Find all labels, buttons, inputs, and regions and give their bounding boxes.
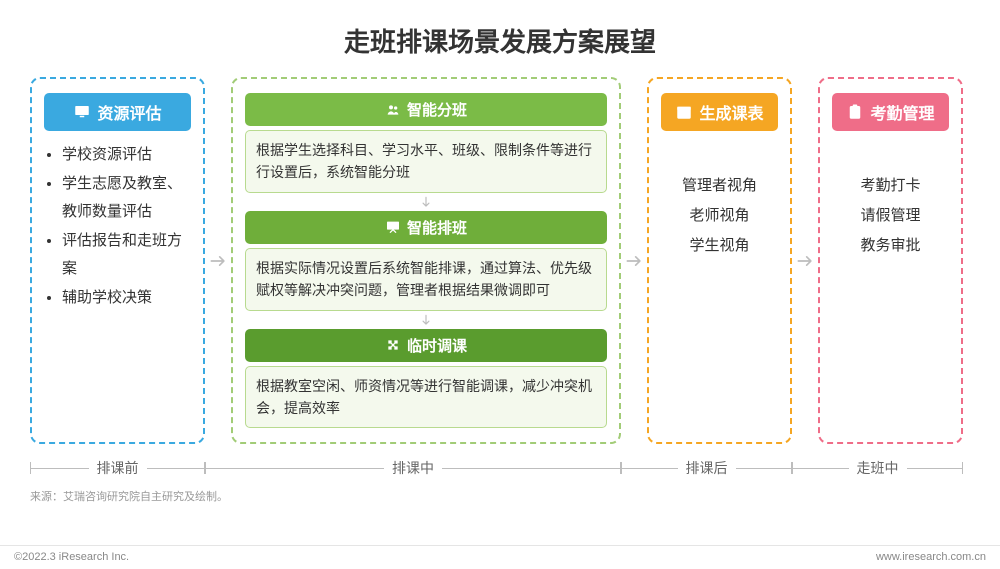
board-icon: [385, 219, 401, 235]
arrow-right-icon: [621, 77, 647, 444]
bullet-list: 学校资源评估学生志愿及教室、教师数量评估评估报告和走班方案辅助学校决策: [44, 141, 191, 312]
timeline-line: [793, 468, 849, 469]
timeline-line: [147, 468, 205, 469]
stage-header: 考勤管理: [832, 93, 949, 131]
line-list: 考勤打卡请假管理教务审批: [832, 171, 949, 261]
sub-block: 智能排班根据实际情况设置后系统智能排课，通过算法、优先级赋权等解决冲突问题，管理…: [245, 211, 607, 311]
sub-body: 根据学生选择科目、学习水平、班级、限制条件等进行行设置后，系统智能分班: [245, 130, 607, 193]
line-list: 管理者视角老师视角学生视角: [661, 171, 778, 261]
stage-c4: 考勤管理考勤打卡请假管理教务审批: [818, 77, 963, 444]
stage-c1: 资源评估学校资源评估学生志愿及教室、教师数量评估评估报告和走班方案辅助学校决策: [30, 77, 205, 444]
stage-c3: 生成课表管理者视角老师视角学生视角: [647, 77, 792, 444]
line-item: 请假管理: [832, 201, 949, 231]
stage-header: 资源评估: [44, 93, 191, 131]
puzzle-icon: [385, 337, 401, 353]
flow-row: 资源评估学校资源评估学生志愿及教室、教师数量评估评估报告和走班方案辅助学校决策智…: [0, 77, 1000, 444]
sub-header: 智能分班: [245, 93, 607, 126]
stage-c2: 智能分班根据学生选择科目、学习水平、班级、限制条件等进行行设置后，系统智能分班智…: [231, 77, 621, 444]
timeline-label: 排课前: [89, 458, 147, 478]
footer-url: www.iresearch.com.cn: [876, 551, 986, 563]
stage-header-label: 考勤管理: [870, 100, 934, 124]
stage-header-label: 生成课表: [699, 100, 763, 124]
monitor-icon: [73, 103, 91, 121]
sub-block: 临时调课根据教室空闲、师资情况等进行智能调课，减少冲突机会，提高效率: [245, 329, 607, 429]
stage-box: 资源评估学校资源评估学生志愿及教室、教师数量评估评估报告和走班方案辅助学校决策: [30, 77, 205, 444]
timeline-line: [31, 468, 89, 469]
timeline-label: 排课中: [384, 458, 442, 478]
stage-box: 生成课表管理者视角老师视角学生视角: [647, 77, 792, 444]
line-item: 学生视角: [661, 231, 778, 261]
sub-header-label: 智能分班: [407, 99, 467, 120]
timeline-line: [206, 468, 384, 469]
source-note: 来源：艾瑞咨询研究院自主研究及绘制。: [0, 484, 1000, 504]
stage-header: 生成课表: [661, 93, 778, 131]
bullet-item: 学校资源评估: [62, 141, 191, 170]
bullet-item: 评估报告和走班方案: [62, 227, 191, 284]
line-item: 老师视角: [661, 201, 778, 231]
line-item: 教务审批: [832, 231, 949, 261]
copyright: ©2022.3 iResearch Inc.: [14, 551, 129, 563]
timeline-label: 走班中: [849, 458, 907, 478]
sub-block: 智能分班根据学生选择科目、学习水平、班级、限制条件等进行行设置后，系统智能分班: [245, 93, 607, 193]
bullet-item: 辅助学校决策: [62, 284, 191, 313]
line-item: 考勤打卡: [832, 171, 949, 201]
footer: ©2022.3 iResearch Inc. www.iresearch.com…: [0, 545, 1000, 563]
calendar-icon: [675, 103, 693, 121]
arrow-right-icon: [792, 77, 818, 444]
bullet-item: 学生志愿及教室、教师数量评估: [62, 170, 191, 227]
timeline-line: [736, 468, 792, 469]
sub-header-label: 临时调课: [407, 335, 467, 356]
timeline: 排课前 排课中 排课后 走班中: [0, 444, 1000, 484]
line-item: 管理者视角: [661, 171, 778, 201]
stage-box: 考勤管理考勤打卡请假管理教务审批: [818, 77, 963, 444]
page-title: 走班排课场景发展方案展望: [0, 0, 1000, 77]
timeline-segment: 排课中: [205, 458, 621, 478]
arrow-down-icon: [245, 311, 607, 329]
sub-header: 智能排班: [245, 211, 607, 244]
stage-box: 智能分班根据学生选择科目、学习水平、班级、限制条件等进行行设置后，系统智能分班智…: [231, 77, 621, 444]
timeline-line: [442, 468, 620, 469]
arrow-down-icon: [245, 193, 607, 211]
clipboard-icon: [846, 103, 864, 121]
group-icon: [385, 102, 401, 118]
timeline-segment: 走班中: [792, 458, 963, 478]
sub-body: 根据实际情况设置后系统智能排课，通过算法、优先级赋权等解决冲突问题，管理者根据结…: [245, 248, 607, 311]
timeline-line: [622, 468, 678, 469]
timeline-segment: 排课前: [30, 458, 205, 478]
tick: [962, 462, 963, 474]
sub-header: 临时调课: [245, 329, 607, 362]
timeline-label: 排课后: [678, 458, 736, 478]
timeline-line: [907, 468, 963, 469]
sub-body: 根据教室空闲、师资情况等进行智能调课，减少冲突机会，提高效率: [245, 366, 607, 429]
arrow-right-icon: [205, 77, 231, 444]
stage-header-label: 资源评估: [97, 100, 161, 124]
sub-header-label: 智能排班: [407, 217, 467, 238]
timeline-segment: 排课后: [621, 458, 792, 478]
